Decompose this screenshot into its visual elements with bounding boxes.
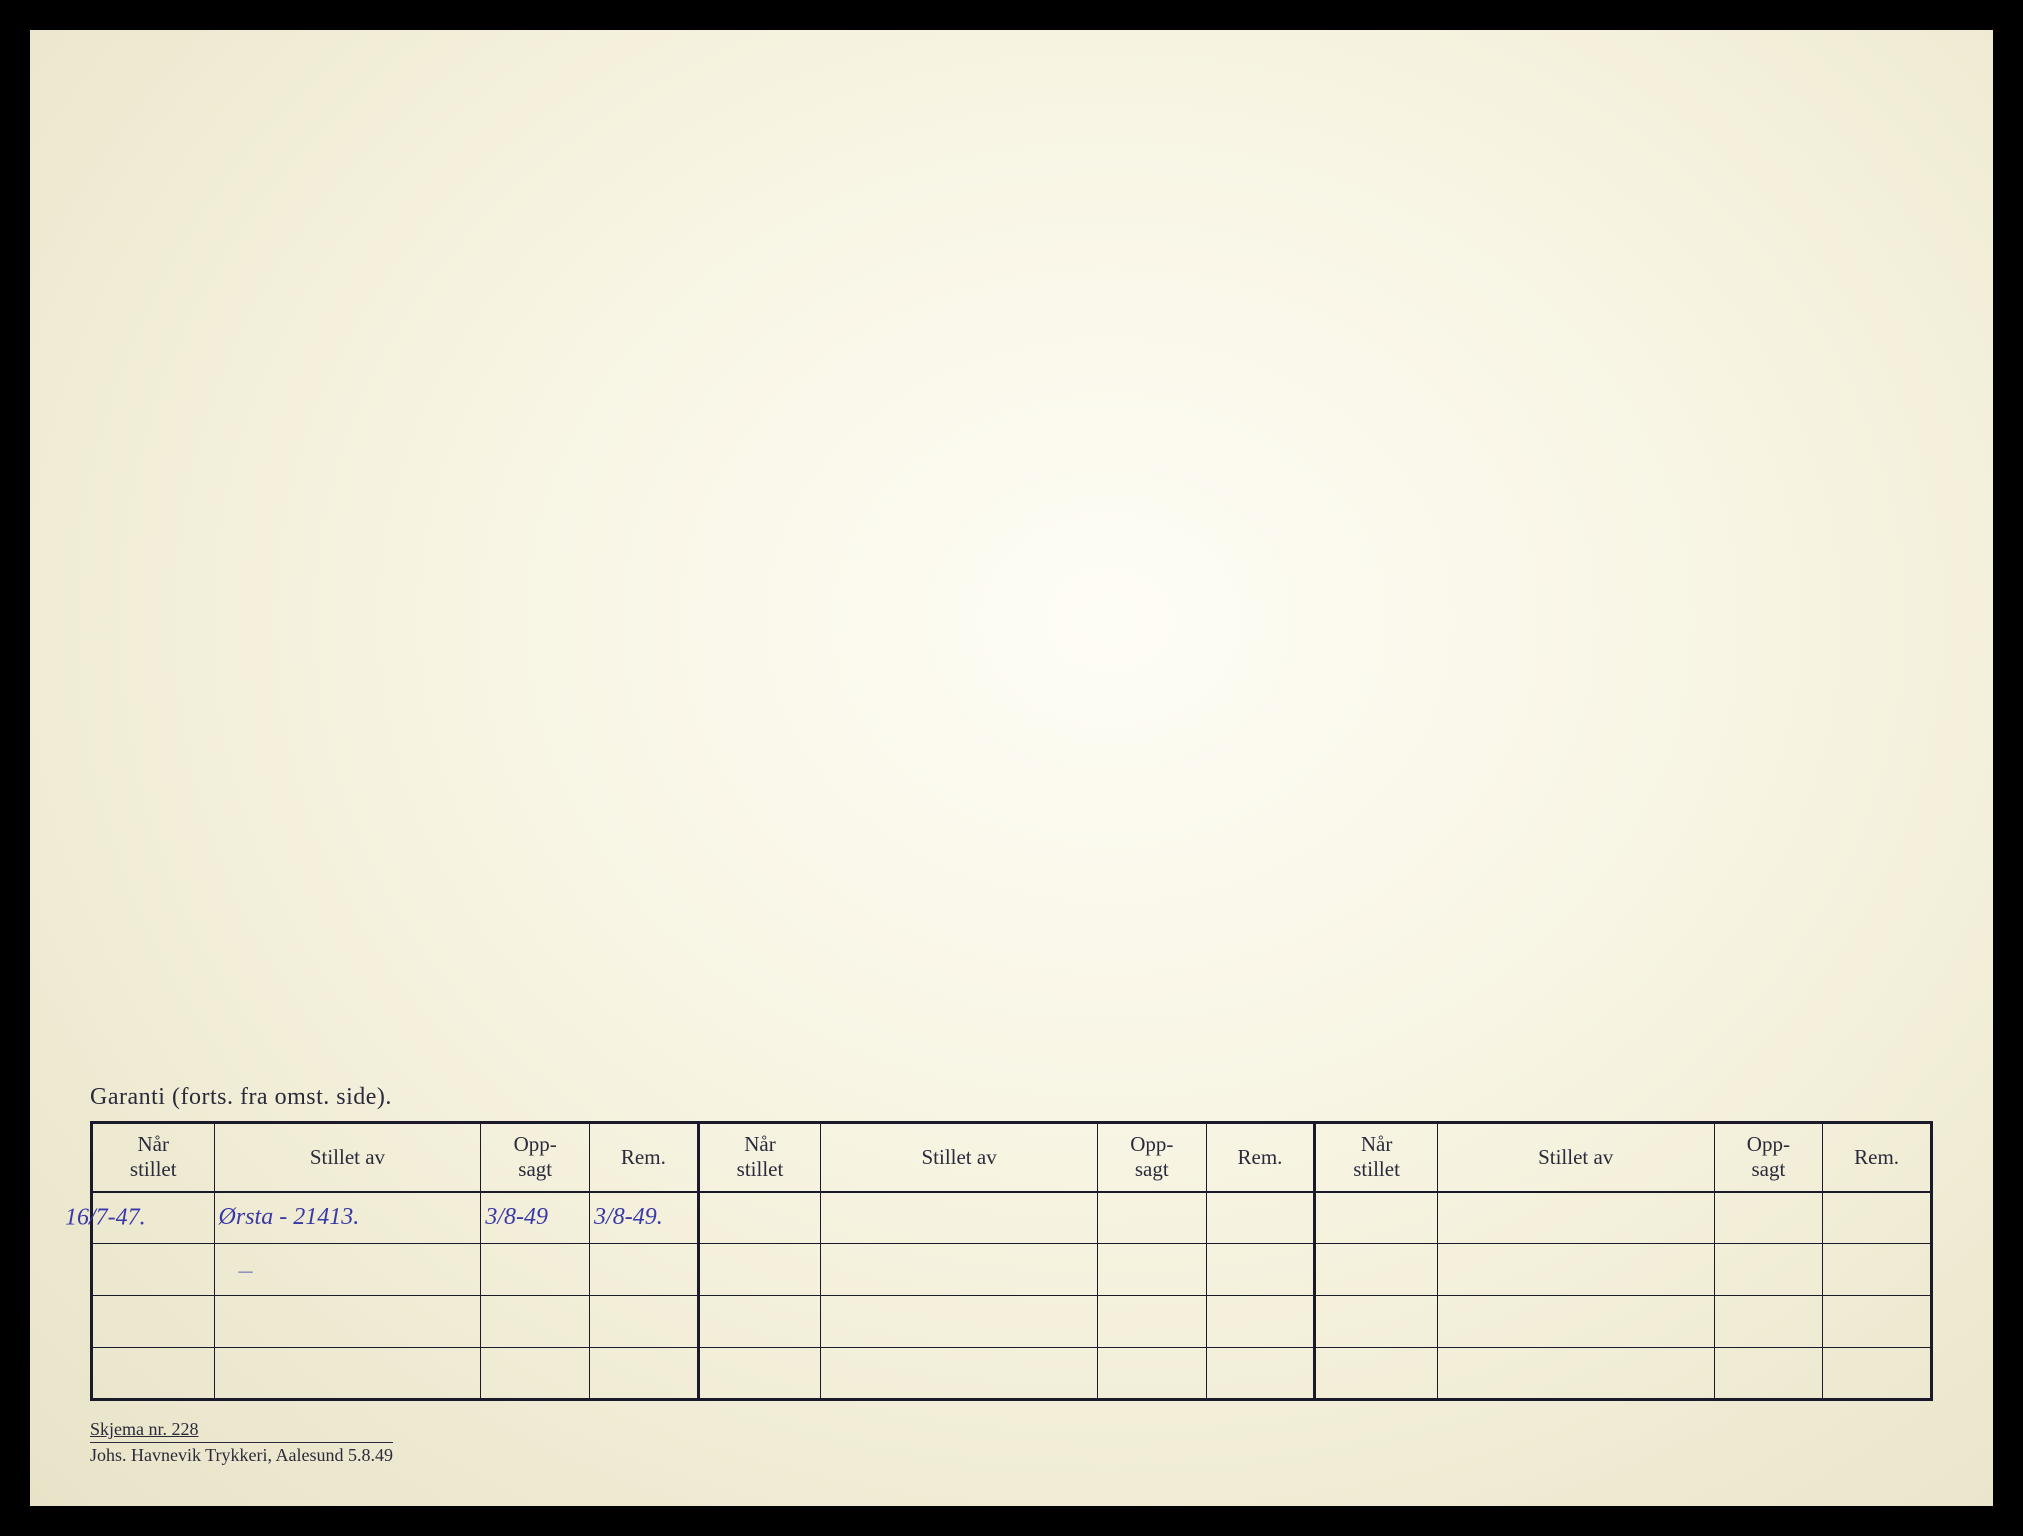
cell-opp-1: [481, 1244, 590, 1296]
header-nar-stillet-2: Nårstillet: [698, 1123, 821, 1192]
cell-stillet-2: [821, 1244, 1098, 1296]
cell-stillet-2: [821, 1348, 1098, 1400]
cell-opp-2: [1097, 1244, 1206, 1296]
cell-stillet-1: —: [214, 1244, 481, 1296]
cell-opp-3: [1714, 1348, 1823, 1400]
cell-rem-3: [1823, 1296, 1932, 1348]
header-opp-sagt-2: Opp-sagt: [1097, 1123, 1206, 1192]
table-title: Garanti (forts. fra omst. side).: [90, 1084, 1933, 1111]
cell-opp-1: [481, 1296, 590, 1348]
cell-opp-2: [1097, 1348, 1206, 1400]
cell-nar-2: [698, 1244, 821, 1296]
header-rem-3: Rem.: [1823, 1123, 1932, 1192]
cell-rem-2: [1206, 1348, 1315, 1400]
header-rem-2: Rem.: [1206, 1123, 1315, 1192]
header-nar-stillet-1: Nårstillet: [92, 1123, 215, 1192]
cell-nar-3: [1315, 1348, 1438, 1400]
header-rem-1: Rem.: [590, 1123, 699, 1192]
cell-opp-1: [481, 1348, 590, 1400]
table-section: Garanti (forts. fra omst. side). Nårstil…: [90, 1084, 1933, 1466]
footer-schema-number: Skjema nr. 228: [90, 1419, 199, 1440]
cell-rem-3: [1823, 1244, 1932, 1296]
handwriting-entry: 16/7-47.: [65, 1204, 146, 1231]
cell-nar-3: [1315, 1192, 1438, 1244]
cell-nar-1: [92, 1296, 215, 1348]
cell-rem-2: [1206, 1192, 1315, 1244]
cell-opp-1: 3/8-49: [481, 1192, 590, 1244]
cell-nar-2: [698, 1348, 821, 1400]
cell-rem-2: [1206, 1296, 1315, 1348]
cell-stillet-3: [1437, 1348, 1714, 1400]
cell-opp-3: [1714, 1244, 1823, 1296]
cell-stillet-1: [214, 1296, 481, 1348]
cell-stillet-3: [1437, 1244, 1714, 1296]
header-stillet-av-2: Stillet av: [821, 1123, 1098, 1192]
cell-opp-3: [1714, 1296, 1823, 1348]
cell-stillet-1: Ørsta - 21413.: [214, 1192, 481, 1244]
cell-stillet-3: [1437, 1192, 1714, 1244]
handwriting-entry: Ørsta - 21413.: [219, 1204, 360, 1230]
cell-rem-1: [590, 1244, 699, 1296]
table-row: —: [92, 1244, 1932, 1296]
handwriting-entry: 3/8-49.: [594, 1204, 663, 1230]
cell-nar-1: 16/7-47.: [92, 1192, 215, 1244]
header-nar-stillet-3: Nårstillet: [1315, 1123, 1438, 1192]
cell-rem-3: [1823, 1348, 1932, 1400]
cell-nar-2: [698, 1296, 821, 1348]
cell-rem-1: [590, 1348, 699, 1400]
document-page: Garanti (forts. fra omst. side). Nårstil…: [30, 30, 1993, 1506]
cell-rem-1: 3/8-49.: [590, 1192, 699, 1244]
cell-opp-2: [1097, 1296, 1206, 1348]
header-opp-sagt-3: Opp-sagt: [1714, 1123, 1823, 1192]
cell-stillet-2: [821, 1192, 1098, 1244]
cell-rem-1: [590, 1296, 699, 1348]
handwriting-entry: 3/8-49: [485, 1204, 548, 1230]
cell-nar-3: [1315, 1296, 1438, 1348]
cell-stillet-1: [214, 1348, 481, 1400]
cell-rem-3: [1823, 1192, 1932, 1244]
header-opp-sagt-1: Opp-sagt: [481, 1123, 590, 1192]
cell-stillet-2: [821, 1296, 1098, 1348]
footer: Skjema nr. 228 Johs. Havnevik Trykkeri, …: [90, 1419, 1933, 1466]
guarantee-table: Nårstillet Stillet av Opp-sagt Rem. Nårs…: [90, 1121, 1933, 1401]
cell-nar-3: [1315, 1244, 1438, 1296]
cell-stillet-3: [1437, 1296, 1714, 1348]
cell-nar-1: [92, 1244, 215, 1296]
cell-rem-2: [1206, 1244, 1315, 1296]
table-row: 16/7-47. Ørsta - 21413. 3/8-49 3/8-49.: [92, 1192, 1932, 1244]
table-header-row: Nårstillet Stillet av Opp-sagt Rem. Nårs…: [92, 1123, 1932, 1192]
footer-printer-info: Johs. Havnevik Trykkeri, Aalesund 5.8.49: [90, 1442, 393, 1466]
table-row: [92, 1348, 1932, 1400]
header-stillet-av-3: Stillet av: [1437, 1123, 1714, 1192]
cell-nar-1: [92, 1348, 215, 1400]
header-stillet-av-1: Stillet av: [214, 1123, 481, 1192]
cell-opp-2: [1097, 1192, 1206, 1244]
cell-opp-3: [1714, 1192, 1823, 1244]
table-row: [92, 1296, 1932, 1348]
cell-nar-2: [698, 1192, 821, 1244]
handwriting-mark: —: [219, 1263, 253, 1280]
